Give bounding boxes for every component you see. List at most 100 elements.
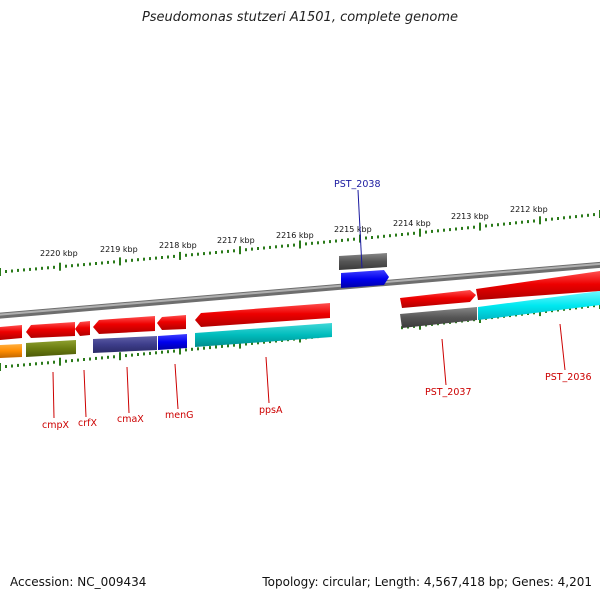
scale-minor-tick: [113, 260, 115, 264]
label-ppsa: ppsA: [259, 405, 283, 416]
scale-minor-tick: [29, 362, 31, 366]
scale-minor-tick: [53, 360, 55, 364]
scale-minor-tick: [107, 260, 109, 264]
scale-minor-tick: [125, 259, 127, 263]
scale-minor-tick: [89, 262, 91, 266]
scale-minor-tick: [71, 359, 73, 363]
scale-minor-tick: [431, 229, 433, 233]
scale-minor-tick: [509, 222, 511, 225]
scale-minor-tick: [575, 215, 577, 219]
scale-minor-tick: [89, 357, 91, 361]
connector-crfx: [83, 369, 87, 418]
scale-minor-tick: [503, 222, 505, 226]
label-pst-2036: PST_2036: [545, 372, 592, 383]
scale-major-tick: [119, 352, 121, 361]
scale-minor-tick: [5, 270, 7, 273]
scale-minor-tick: [41, 266, 43, 270]
gene-blue-lower[interactable]: [158, 334, 187, 350]
scale-minor-tick: [131, 353, 133, 357]
scale-minor-tick: [167, 350, 169, 354]
scale-minor-tick: [461, 226, 463, 230]
scale-minor-tick: [443, 228, 445, 232]
gene-grey-small[interactable]: [339, 253, 387, 270]
scale-minor-tick: [437, 229, 439, 233]
scale-minor-tick: [287, 244, 289, 248]
scale-minor-tick: [305, 242, 307, 246]
scale-minor-tick: [335, 239, 337, 243]
scale-minor-tick: [149, 257, 151, 261]
scale-minor-tick: [137, 353, 139, 356]
scale-minor-tick: [83, 358, 85, 361]
scale-minor-tick: [167, 255, 169, 259]
tick-label-2218: 2218 kbp: [159, 241, 197, 250]
scale-minor-tick: [467, 226, 469, 230]
gene-crfx[interactable]: [75, 321, 90, 336]
scale-minor-tick: [413, 231, 415, 235]
gene-ppsa[interactable]: [195, 303, 330, 327]
gene-cyan[interactable]: [195, 323, 332, 347]
gene-pst-2036-forward[interactable]: [476, 271, 600, 300]
scale-minor-tick: [347, 238, 349, 242]
gene-pst-2038[interactable]: [341, 270, 389, 288]
scale-minor-tick: [209, 251, 211, 255]
scale-minor-tick: [197, 347, 199, 351]
scale-minor-tick: [191, 347, 193, 351]
scale-major-tick: [179, 251, 181, 260]
scale-minor-tick: [101, 261, 103, 265]
gene-left-edge[interactable]: [0, 325, 22, 340]
scale-minor-tick: [173, 349, 175, 353]
scale-minor-tick: [425, 230, 427, 234]
gene-pst-2037-forward[interactable]: [400, 290, 476, 308]
connector-pst-2038: [357, 189, 363, 269]
scale-minor-tick: [269, 340, 271, 344]
scale-minor-tick: [257, 247, 259, 250]
scale-minor-tick: [485, 224, 487, 228]
scale-minor-tick: [131, 258, 133, 262]
scale-minor-tick: [275, 245, 277, 249]
scale-major-tick: [0, 363, 1, 371]
label-cmax: cmaX: [117, 414, 144, 425]
scale-minor-tick: [185, 348, 187, 352]
scale-minor-tick: [149, 351, 151, 355]
scale-minor-tick: [293, 243, 295, 247]
scale-minor-tick: [77, 263, 79, 267]
scale-minor-tick: [563, 216, 565, 220]
genome-backbone-highlight: [0, 262, 600, 316]
scale-minor-tick: [317, 241, 319, 245]
scale-minor-tick: [233, 249, 235, 253]
scale-minor-tick: [71, 264, 73, 268]
label-pst-2038: PST_2038: [334, 179, 381, 190]
scale-minor-tick: [527, 220, 529, 224]
scale-minor-tick: [389, 234, 391, 238]
scale-minor-tick: [371, 236, 373, 239]
gene-cyan-bright[interactable]: [478, 291, 600, 320]
gene-olive[interactable]: [26, 340, 76, 357]
scale-minor-tick: [95, 262, 97, 265]
scale-minor-tick: [473, 225, 475, 229]
gene-grey-lower[interactable]: [400, 307, 477, 328]
scale-minor-tick: [281, 244, 283, 248]
scale-minor-tick: [233, 343, 235, 347]
gene-slate[interactable]: [93, 336, 157, 353]
gene-orange[interactable]: [0, 344, 22, 358]
scale-minor-tick: [323, 240, 325, 244]
connector-cmpx: [52, 371, 55, 419]
topology-text: Topology: circular; Length: 4,567,418 bp…: [262, 575, 592, 589]
scale-minor-tick: [341, 238, 343, 242]
scale-major-tick: [419, 228, 421, 237]
gene-cmpx[interactable]: [26, 322, 75, 338]
scale-minor-tick: [449, 228, 451, 232]
label-crfx: crfX: [78, 418, 97, 429]
scale-minor-tick: [269, 245, 271, 249]
tick-label-2216: 2216 kbp: [276, 231, 314, 240]
scale-minor-tick: [107, 355, 109, 359]
scale-minor-tick: [143, 352, 145, 356]
scale-major-tick: [0, 268, 1, 276]
scale-minor-tick: [155, 351, 157, 355]
gene-cmax[interactable]: [93, 316, 155, 334]
scale-minor-tick: [257, 341, 259, 345]
gene-meng[interactable]: [157, 315, 186, 330]
scale-minor-tick: [11, 269, 13, 273]
scale-minor-tick: [161, 350, 163, 354]
